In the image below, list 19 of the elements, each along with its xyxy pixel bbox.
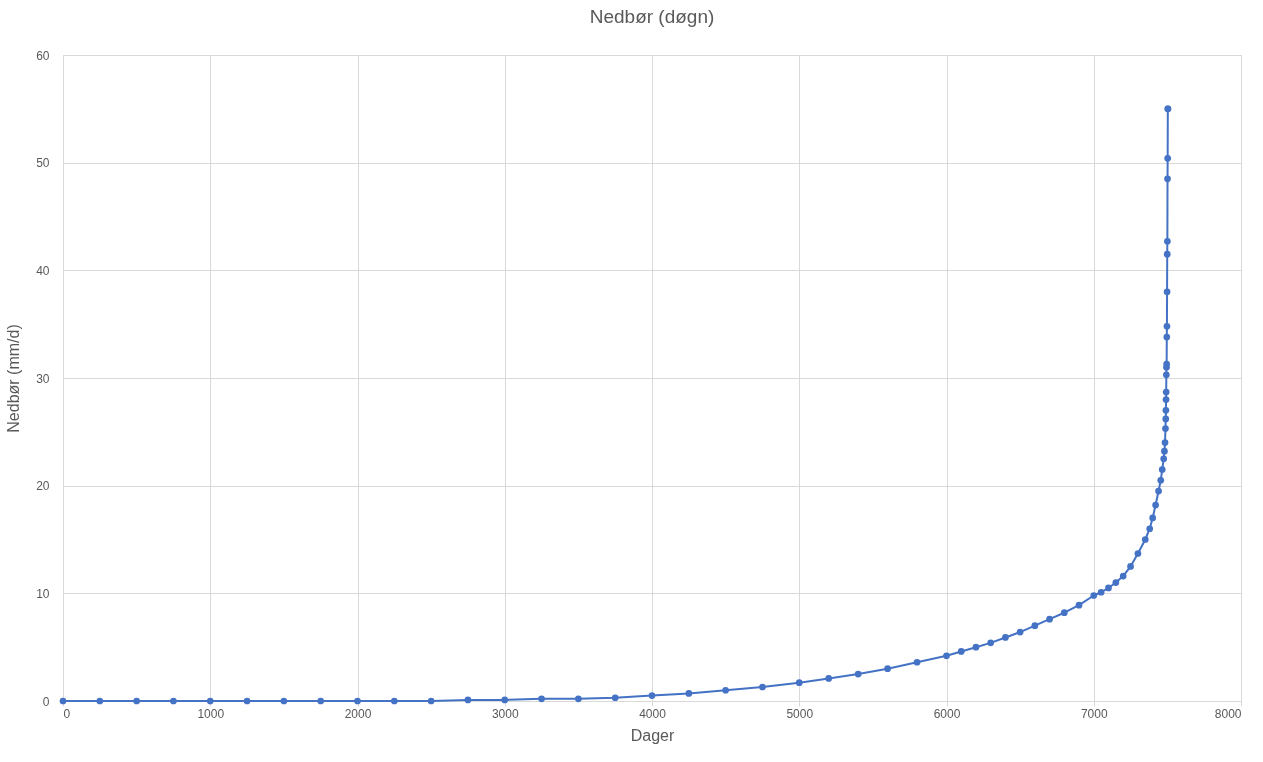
- y-tick-label: 0: [42, 694, 50, 709]
- x-tick-label: 0: [63, 706, 71, 721]
- x-tick-label: 8000: [1214, 706, 1242, 721]
- y-tick-label: 10: [36, 586, 50, 601]
- chart-title: Nedbør (døgn): [589, 6, 715, 27]
- x-tick-label: 5000: [786, 706, 814, 721]
- y-tick-label: 60: [36, 48, 50, 63]
- y-tick-label: 40: [36, 263, 50, 278]
- y-axis-title: Nedbør (mm/d): [5, 324, 23, 433]
- x-tick-label: 4000: [639, 706, 667, 721]
- x-tick-label: 1000: [197, 706, 225, 721]
- y-tick-label: 30: [36, 371, 50, 386]
- x-tick-label: 3000: [491, 706, 519, 721]
- y-tick-label: 50: [36, 156, 50, 171]
- x-tick-label: 7000: [1080, 706, 1108, 721]
- x-tick-label: 2000: [344, 706, 372, 721]
- x-axis-title: Dager: [630, 726, 675, 744]
- x-tick-label: 6000: [933, 706, 961, 721]
- y-tick-label: 20: [36, 479, 50, 494]
